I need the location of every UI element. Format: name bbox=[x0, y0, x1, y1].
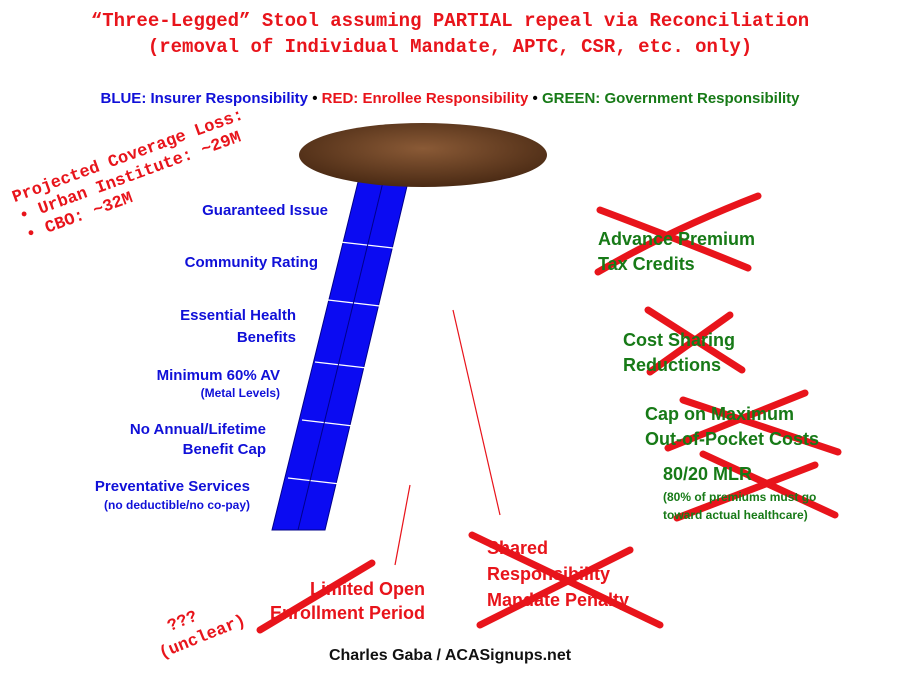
label-no-cap-2: Benefit Cap bbox=[182, 441, 266, 458]
mandate-3: Mandate Penalty bbox=[487, 590, 630, 610]
label-ehb-1: Essential Health bbox=[180, 307, 296, 324]
legend-separator: • bbox=[532, 90, 538, 107]
csr-1: Cost Sharing bbox=[623, 330, 736, 350]
legend: BLUE: Insurer Responsibility • RED: Enro… bbox=[0, 90, 900, 107]
legend-separator: • bbox=[312, 90, 318, 107]
aptc-1: Advance Premium bbox=[598, 229, 756, 249]
label-aptc: Advance Premium Tax Credits bbox=[598, 227, 755, 277]
label-csr: Cost Sharing Reductions bbox=[623, 328, 735, 378]
label-ehb-2: Benefits bbox=[236, 329, 296, 346]
label-mlr: 80/20 MLR bbox=[663, 464, 753, 484]
aptc-2: Tax Credits bbox=[598, 254, 695, 274]
mlr-sub-1: (80% of premiums must go bbox=[663, 490, 817, 504]
legend-red: RED: Enrollee Responsibility bbox=[321, 90, 529, 107]
oe-2: Enrollment Period bbox=[270, 603, 426, 623]
label-preventative-sub: (no deductible/no co-pay) bbox=[104, 498, 250, 512]
oe-1: Limited Open bbox=[310, 579, 426, 599]
oop-2: Out-of-Pocket Costs bbox=[645, 429, 820, 449]
label-open-enrollment: Limited Open Enrollment Period bbox=[270, 577, 425, 625]
red-leg-line bbox=[452, 309, 501, 516]
label-no-cap-1: No Annual/Lifetime bbox=[129, 421, 266, 438]
red-leg-line bbox=[394, 484, 411, 566]
csr-2: Reductions bbox=[623, 355, 722, 375]
mlr-sub-2: toward actual healthcare) bbox=[663, 508, 808, 522]
label-mandate: Shared Responsibility Mandate Penalty bbox=[487, 535, 629, 613]
leg-segments bbox=[287, 241, 394, 485]
title-line-1: “Three-Legged” Stool assuming PARTIAL re… bbox=[90, 10, 810, 32]
legend-green: GREEN: Government Responsibility bbox=[541, 90, 800, 107]
label-oop: Cap on Maximum Out-of-Pocket Costs bbox=[645, 402, 819, 452]
label-guaranteed-issue: Guaranteed Issue bbox=[202, 202, 328, 219]
label-preventative: Preventative Services bbox=[94, 478, 250, 495]
legend-blue: BLUE: Insurer Responsibility bbox=[100, 90, 309, 107]
mandate-2: Responsibility bbox=[487, 564, 611, 584]
label-community-rating: Community Rating bbox=[184, 254, 318, 271]
oop-1: Cap on Maximum bbox=[645, 404, 795, 424]
label-mlr-sub: (80% of premiums must go toward actual he… bbox=[663, 488, 816, 524]
title-line-2: (removal of Individual Mandate, APTC, CS… bbox=[147, 36, 753, 58]
label-min-av: Minimum 60% AV bbox=[156, 367, 280, 384]
mandate-1: Shared bbox=[487, 538, 549, 558]
cross-out-marks bbox=[256, 192, 842, 634]
stool-seat bbox=[299, 123, 547, 187]
label-metal-levels: (Metal Levels) bbox=[200, 386, 280, 400]
credit: Charles Gaba / ACASignups.net bbox=[328, 647, 572, 664]
